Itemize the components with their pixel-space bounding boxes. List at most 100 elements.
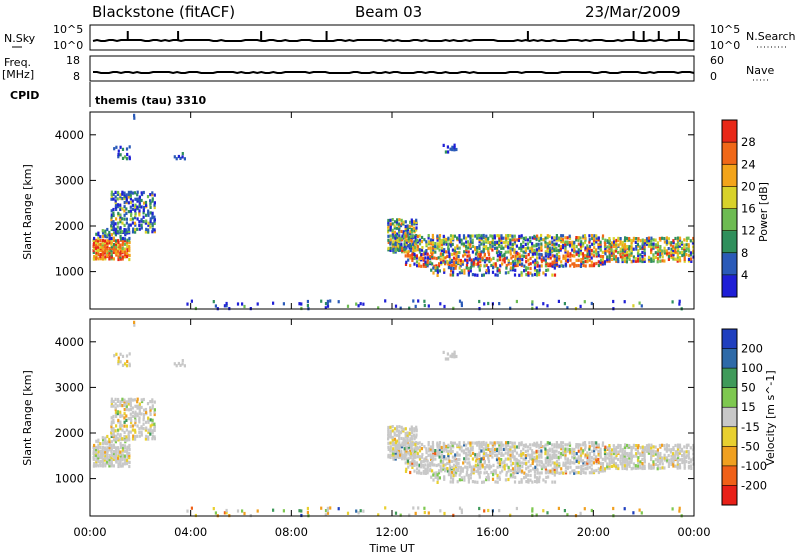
velocity-cell <box>116 446 120 450</box>
velocity-cell <box>520 455 523 460</box>
velocity-cell <box>131 424 134 428</box>
power-cell <box>677 247 680 251</box>
power-cell <box>478 299 481 304</box>
velocity-cell <box>402 427 405 431</box>
power-cell <box>94 243 98 247</box>
velocity-cell <box>410 452 413 456</box>
velocity-cell <box>412 506 415 510</box>
power-cell <box>450 263 453 268</box>
power-cell <box>500 240 503 244</box>
power-cell <box>489 244 492 249</box>
power-cell <box>614 249 618 253</box>
beam-title: Beam 03 <box>355 3 422 21</box>
nave-label: Nave <box>746 64 774 77</box>
power-cell <box>485 263 488 267</box>
y-tick-label: 2000 <box>55 426 84 440</box>
power-cell <box>387 222 390 226</box>
velocity-cell <box>411 459 414 463</box>
power-cell <box>613 240 616 244</box>
power-cell <box>591 236 594 241</box>
power-cell <box>438 238 441 243</box>
velocity-cell <box>516 459 519 463</box>
velocity-cell <box>569 471 572 475</box>
velocity-cell <box>527 465 530 469</box>
velocity-cell <box>449 441 453 445</box>
power-cell <box>674 243 677 247</box>
power-cell <box>446 260 449 264</box>
velocity-cell <box>623 464 626 468</box>
power-cell <box>579 264 582 268</box>
velocity-cell <box>580 459 583 463</box>
velocity-cell <box>569 449 572 454</box>
power-cell <box>523 264 526 268</box>
velocity-cell <box>458 447 461 451</box>
power-cell <box>634 240 637 244</box>
power-cell <box>418 234 421 238</box>
power-cell <box>527 273 530 277</box>
power-cell <box>101 252 104 257</box>
power-cell <box>575 264 578 268</box>
velocity-cell <box>544 452 547 456</box>
velocity-cell <box>483 459 486 463</box>
velocity-cell <box>527 469 530 473</box>
velocity-cell <box>575 457 578 461</box>
velocity-cell <box>431 445 435 449</box>
velocity-cell <box>504 457 507 461</box>
power-cell <box>523 254 526 258</box>
power-cell <box>110 224 113 228</box>
power-cell <box>623 300 626 304</box>
velocity-cell <box>394 427 397 431</box>
velocity-cell <box>436 451 439 455</box>
velocity-cell <box>101 459 104 464</box>
power-cell <box>546 242 549 246</box>
velocity-cell <box>413 469 416 473</box>
velocity-cell <box>593 449 596 453</box>
power-cell <box>641 245 644 249</box>
velocity-cell <box>113 450 116 454</box>
power-cell <box>153 193 156 197</box>
power-cell <box>560 244 563 249</box>
power-cell <box>93 255 96 259</box>
power-cell <box>131 199 134 203</box>
velocity-cell <box>604 459 607 463</box>
velocity-cell <box>439 509 442 513</box>
velocity-cell <box>449 354 452 358</box>
power-cell <box>542 271 545 275</box>
power-cell <box>641 250 644 255</box>
velocity-cell <box>661 443 664 447</box>
velocity-cell <box>146 402 150 406</box>
power-cell <box>608 245 611 249</box>
power-cell <box>134 212 137 216</box>
velocity-cell <box>427 441 430 445</box>
velocity-cell <box>546 511 549 515</box>
power-cell <box>687 257 691 261</box>
power-cell <box>608 241 611 245</box>
velocity-cell <box>117 458 120 462</box>
velocity-cell <box>326 509 329 513</box>
power-cell <box>546 246 549 250</box>
velocity-cell <box>689 458 693 462</box>
power-cell <box>614 255 618 259</box>
power-cell <box>509 246 512 250</box>
velocity-cell <box>489 441 492 445</box>
velocity-cell <box>405 445 408 449</box>
power-cell <box>396 218 399 222</box>
velocity-cell <box>545 469 548 473</box>
power-cell <box>403 250 406 254</box>
velocity-cell <box>610 450 613 454</box>
velocity-cell <box>144 407 148 412</box>
velocity-cell <box>680 453 684 458</box>
velocity-cell <box>676 458 679 462</box>
power-cell <box>396 232 399 236</box>
power-cell <box>461 262 464 266</box>
power-cell <box>540 253 543 257</box>
velocity-cell <box>413 427 416 431</box>
power-cell <box>392 234 395 238</box>
velocity-cell <box>420 447 423 451</box>
velocity-cell <box>413 447 416 451</box>
velocity-cell <box>431 461 434 465</box>
velocity-cell <box>119 464 122 468</box>
power-cell <box>689 253 692 257</box>
velocity-cell <box>445 457 448 461</box>
velocity-cell <box>418 449 422 453</box>
